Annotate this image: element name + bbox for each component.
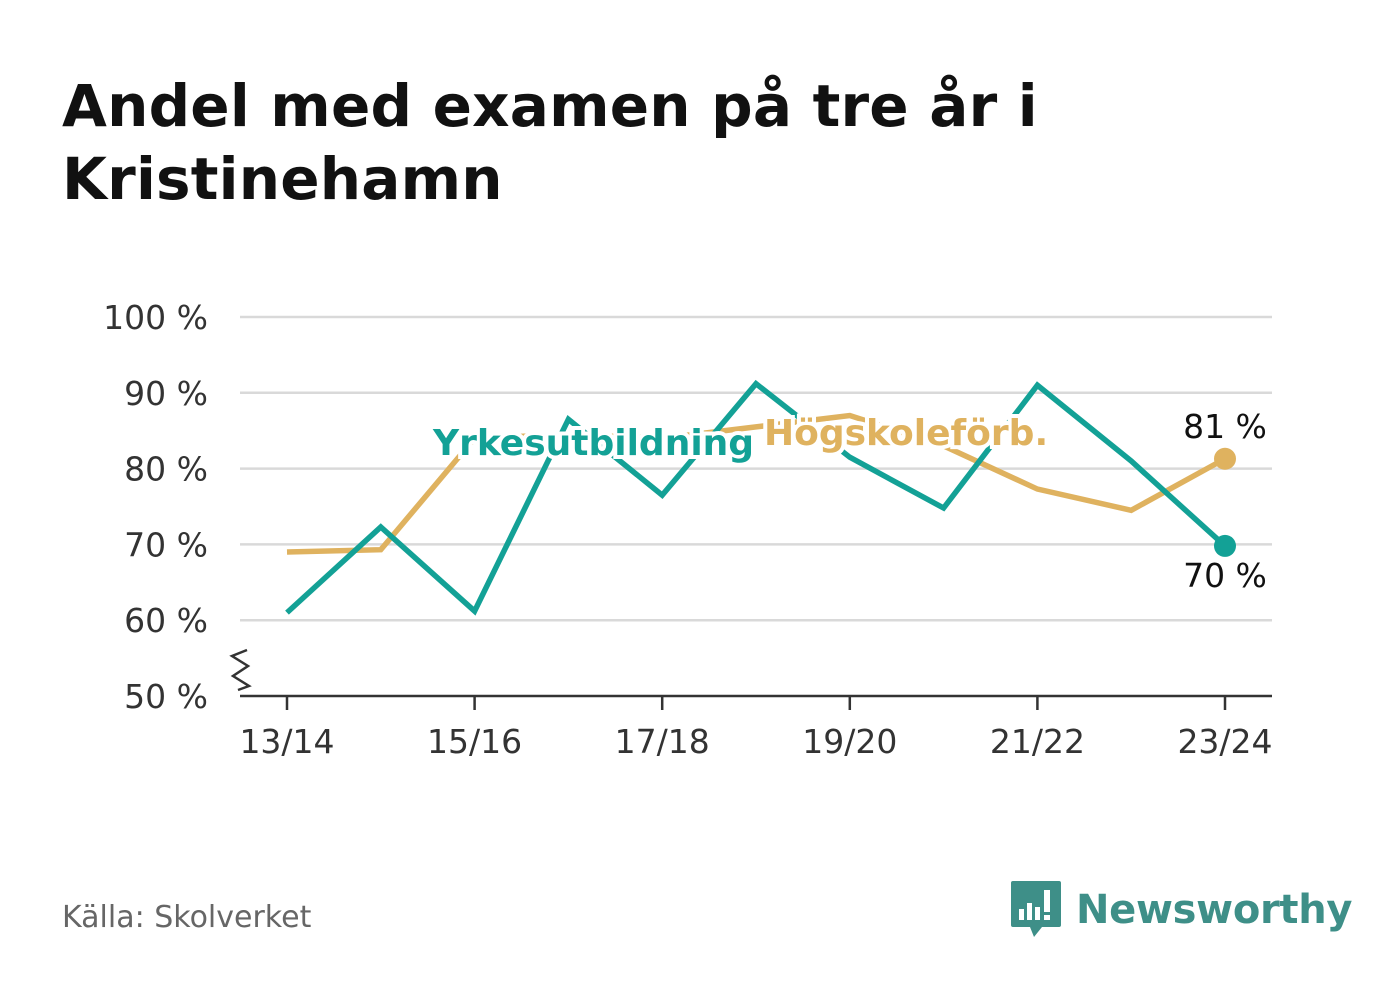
series-end-point-0 — [1214, 447, 1236, 470]
newsworthy-logo: Newsworthy — [1010, 878, 1353, 942]
y-tick-label: 50 % — [124, 677, 208, 716]
source-text: Källa: Skolverket — [62, 900, 312, 935]
x-tick-label: 21/22 — [990, 722, 1085, 761]
y-tick-label: 60 % — [124, 601, 208, 640]
series-labels: Högskoleförb.Yrkesutbildning 81 % 70 % — [428, 404, 1270, 598]
series-lines — [285, 379, 1236, 616]
x-tick-label: 13/14 — [239, 722, 334, 761]
y-tick-label: 70 % — [124, 525, 208, 564]
brand-name: Newsworthy — [1076, 887, 1353, 933]
series-name-label: Högskoleförb. — [764, 413, 1048, 454]
axis-break-marker — [229, 648, 252, 692]
x-axis: 13/14 15/16 17/18 19/20 21/22 23/24 — [229, 648, 1273, 761]
series-name-label: Yrkesutbildning — [432, 423, 754, 464]
y-tick-label: 80 % — [124, 450, 208, 489]
series-end-point-1 — [1214, 534, 1236, 557]
series-line-1 — [285, 379, 1227, 616]
x-tick-label: 23/24 — [1177, 722, 1272, 761]
y-axis-ticks: 100 % 90 % 80 % 70 % 60 % 50 % — [103, 298, 208, 716]
x-tick-label: 15/16 — [427, 722, 522, 761]
end-value-label: 81 % — [1183, 407, 1267, 446]
y-tick-label: 90 % — [124, 374, 208, 413]
chart-title: Andel med examen på tre år i Kristineham… — [62, 72, 1038, 213]
bar-chart-speech-bubble-icon — [1011, 881, 1061, 937]
grid-lines — [240, 315, 1272, 622]
y-tick-label: 100 % — [103, 298, 208, 337]
x-tick-label: 19/20 — [802, 722, 897, 761]
series-line-0 — [286, 412, 1227, 555]
x-tick-label: 17/18 — [615, 722, 710, 761]
end-value-label: 70 % — [1183, 556, 1267, 595]
